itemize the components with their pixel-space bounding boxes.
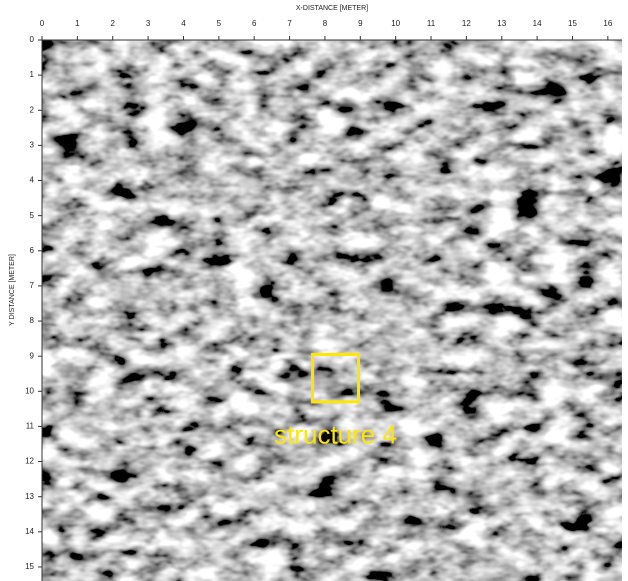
radar-slice bbox=[42, 40, 622, 581]
x-tick-label: 12 bbox=[462, 19, 471, 28]
x-tick-label: 16 bbox=[603, 19, 612, 28]
y-axis-label: Y DISTANCE [METER] bbox=[9, 254, 16, 326]
x-tick-label: 11 bbox=[427, 19, 436, 28]
y-tick-label: 5 bbox=[30, 211, 35, 220]
x-tick-label: 14 bbox=[533, 19, 542, 28]
chart: X-DISTANCE [METER] Y DISTANCE [METER] 0 1… bbox=[0, 0, 628, 581]
y-tick-label: 8 bbox=[30, 316, 35, 325]
y-tick-label: 6 bbox=[30, 246, 35, 255]
y-tick-label: 9 bbox=[30, 351, 35, 360]
x-tick-label: 4 bbox=[181, 19, 186, 28]
y-tick-label: 7 bbox=[30, 281, 35, 290]
y-tick-label: 14 bbox=[25, 527, 34, 536]
x-tick-label: 3 bbox=[146, 19, 151, 28]
x-tick-label: 1 bbox=[75, 19, 80, 28]
y-tick-label: 15 bbox=[25, 562, 34, 571]
x-axis-label: X-DISTANCE [METER] bbox=[296, 5, 368, 12]
x-tick-label: 10 bbox=[391, 19, 400, 28]
x-tick-label: 9 bbox=[358, 19, 363, 28]
y-tick-label: 0 bbox=[30, 35, 35, 44]
y-tick-label: 2 bbox=[30, 105, 35, 114]
y-tick-label: 13 bbox=[25, 492, 34, 501]
y-tick-label: 4 bbox=[30, 176, 35, 185]
y-tick-label: 10 bbox=[25, 386, 34, 395]
y-tick-label: 12 bbox=[25, 457, 34, 466]
x-tick-label: 0 bbox=[40, 19, 45, 28]
x-tick-label: 2 bbox=[111, 19, 116, 28]
y-tick-label: 3 bbox=[30, 140, 35, 149]
x-tick-label: 13 bbox=[497, 19, 506, 28]
y-tick-label: 1 bbox=[30, 70, 35, 79]
x-tick-label: 7 bbox=[287, 19, 292, 28]
x-tick-label: 5 bbox=[217, 19, 222, 28]
y-tick-label: 11 bbox=[26, 422, 35, 431]
annotation-label: structure 4 bbox=[274, 420, 397, 450]
x-tick-label: 8 bbox=[323, 19, 328, 28]
x-tick-label: 6 bbox=[252, 19, 257, 28]
x-tick-label: 15 bbox=[568, 19, 577, 28]
